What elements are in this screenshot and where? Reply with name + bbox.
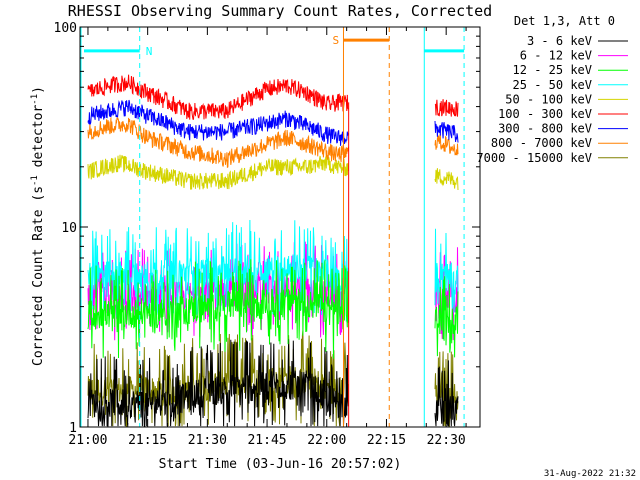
series-line-7-seg-1 bbox=[434, 133, 459, 156]
x-axis: 21:00 21:15 21:30 21:45 22:00 22:15 22:30 bbox=[68, 27, 467, 448]
series-layer bbox=[87, 74, 459, 427]
plot-area: NS bbox=[80, 27, 465, 427]
flag-n: N bbox=[83, 27, 465, 427]
y-axis-label-main: Corrected Count Rate (s bbox=[31, 186, 46, 366]
x-tick-label-3: 21:45 bbox=[247, 433, 286, 448]
x-tick-label-2: 21:30 bbox=[188, 433, 227, 448]
series-line-2-seg-1 bbox=[434, 276, 459, 358]
y-axis-label-mid: detector bbox=[31, 105, 46, 176]
legend-label-1: 6 - 12 keV bbox=[520, 49, 592, 63]
legend-label-3: 25 - 50 keV bbox=[513, 78, 592, 92]
series-6 bbox=[87, 99, 459, 146]
series-line-6-seg-0 bbox=[87, 99, 349, 146]
y-axis-label-sup1: -1 bbox=[30, 175, 40, 186]
y-axis-label-end: ) bbox=[31, 86, 46, 94]
flag-s: S bbox=[332, 27, 390, 427]
y-axis-label-sup2: -1 bbox=[30, 94, 40, 105]
y-axis-label: Corrected Count Rate (s-1 detector-1) bbox=[30, 86, 46, 366]
series-line-7-seg-0 bbox=[87, 117, 349, 169]
x-tick-label-6: 22:30 bbox=[427, 433, 466, 448]
legend-label-6: 300 - 800 keV bbox=[498, 122, 592, 136]
series-2 bbox=[87, 259, 459, 359]
footer-date: 31-Aug-2022 21:32 bbox=[544, 469, 636, 479]
legend-header: Det 1,3, Att 0 bbox=[514, 14, 615, 28]
y-tick-label-2: 100 bbox=[54, 21, 77, 36]
legend-label-5: 100 - 300 keV bbox=[498, 107, 592, 121]
series-line-4-seg-0 bbox=[87, 154, 349, 190]
series-4 bbox=[87, 154, 459, 191]
series-line-0-seg-0 bbox=[87, 339, 349, 427]
legend-label-2: 12 - 25 keV bbox=[513, 63, 592, 77]
series-line-5-seg-1 bbox=[434, 99, 459, 117]
x-axis-label: Start Time (03-Jun-16 20:57:02) bbox=[159, 457, 402, 472]
x-tick-label-5: 22:15 bbox=[367, 433, 406, 448]
legend-label-7: 800 - 7000 keV bbox=[491, 136, 592, 150]
series-line-2-seg-0 bbox=[87, 259, 349, 359]
series-7 bbox=[87, 117, 459, 169]
series-5 bbox=[87, 74, 459, 120]
chart-title: RHESSI Observing Summary Count Rates, Co… bbox=[68, 2, 492, 20]
series-line-5-seg-0 bbox=[87, 74, 349, 120]
flag-label-n: N bbox=[146, 45, 153, 58]
legend-label-4: 50 - 100 keV bbox=[505, 92, 592, 106]
y-tick-label-0: 1 bbox=[69, 421, 77, 436]
flag-layer: NS bbox=[80, 27, 465, 427]
x-tick-label-1: 21:15 bbox=[128, 433, 167, 448]
x-tick-label-4: 22:00 bbox=[307, 433, 346, 448]
y-tick-label-1: 10 bbox=[61, 221, 77, 236]
series-line-3-seg-1 bbox=[434, 228, 459, 317]
legend-label-8: 7000 - 15000 keV bbox=[476, 151, 592, 165]
series-line-4-seg-1 bbox=[434, 168, 459, 191]
x-tick-label-0: 21:00 bbox=[68, 433, 107, 448]
legend-label-0: 3 - 6 keV bbox=[527, 34, 592, 48]
flag-label-s: S bbox=[332, 34, 339, 47]
y-axis: 1 10 100 bbox=[54, 21, 480, 436]
series-line-6-seg-1 bbox=[434, 120, 459, 143]
